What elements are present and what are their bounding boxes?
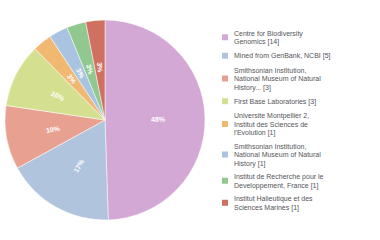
svg-text:Developpement, France [1]: Developpement, France [1]	[234, 182, 318, 190]
svg-text:3%: 3%	[96, 62, 104, 74]
svg-text:17%: 17%	[72, 158, 85, 174]
svg-text:Mined from GenBank, NCBI [5]: Mined from GenBank, NCBI [5]	[234, 52, 331, 60]
svg-text:10%: 10%	[45, 125, 61, 135]
svg-text:3%: 3%	[85, 63, 95, 75]
svg-text:History [1]: History [1]	[234, 160, 266, 168]
svg-text:Smithsonian Institution,: Smithsonian Institution,	[234, 143, 306, 150]
svg-text:Institut de Recherche pour le: Institut de Recherche pour le	[234, 173, 324, 181]
svg-text:National Museum of Natural: National Museum of Natural	[234, 75, 321, 82]
svg-text:Institut des Sciences de: Institut des Sciences de	[234, 121, 308, 128]
svg-text:3%: 3%	[75, 67, 86, 80]
svg-text:Centre for Biodiversity: Centre for Biodiversity	[234, 30, 303, 38]
svg-text:10%: 10%	[50, 90, 66, 103]
svg-text:Institut Halieutique et des: Institut Halieutique et des	[234, 195, 313, 203]
svg-text:l'Evolution [1]: l'Evolution [1]	[234, 129, 275, 137]
svg-text:Universite Montpellier 2,: Universite Montpellier 2,	[234, 112, 309, 120]
svg-text:Sciences Marines [1]: Sciences Marines [1]	[234, 204, 299, 212]
svg-text:Genomics [14]: Genomics [14]	[234, 38, 279, 46]
svg-text:Smithsonian Institution,: Smithsonian Institution,	[234, 67, 306, 74]
svg-text:First Base Laboratories [3]: First Base Laboratories [3]	[234, 98, 316, 106]
svg-text:3%: 3%	[66, 73, 78, 86]
svg-text:History... [3]: History... [3]	[234, 84, 271, 92]
svg-text:National Museum of Natural: National Museum of Natural	[234, 151, 321, 158]
svg-text:48%: 48%	[151, 116, 166, 123]
